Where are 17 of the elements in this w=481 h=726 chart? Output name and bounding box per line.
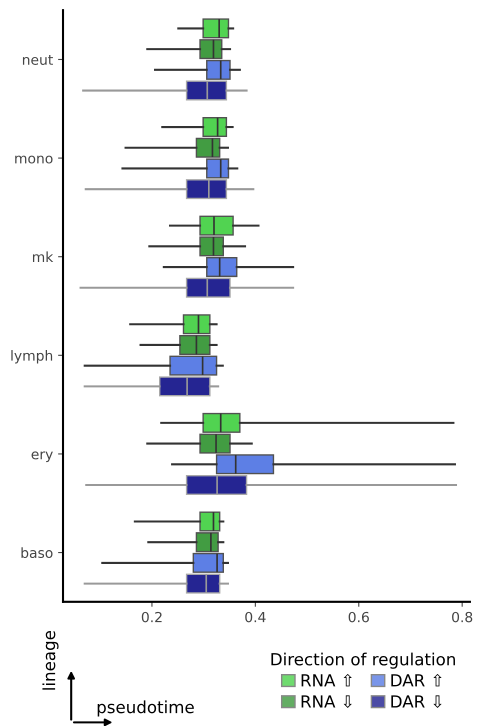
y-tick-label: mk	[32, 251, 54, 262]
y-tick-label: baso	[21, 547, 53, 558]
legend-label: DAR ⇩	[391, 695, 442, 708]
legend-label: RNA ⇩	[302, 695, 352, 708]
x-axis-title: pseudotime	[98, 700, 194, 717]
y-tick-label: ery	[32, 451, 53, 462]
x-tick-label: 0.8	[452, 612, 472, 622]
y-axis-title: lineage	[42, 630, 59, 690]
y-tick-label: neut	[22, 54, 53, 65]
legend-label: RNA ⇧	[302, 674, 352, 686]
legend-label: DAR ⇧	[391, 674, 442, 686]
legend-title: Direction of regulation	[271, 652, 455, 669]
x-tick-label: 0.4	[245, 612, 266, 622]
x-tick-label: 0.6	[348, 612, 369, 622]
y-tick-label: mono	[15, 156, 53, 164]
x-tick-label: 0.2	[142, 612, 162, 622]
y-tick-label: lymph	[11, 350, 52, 364]
